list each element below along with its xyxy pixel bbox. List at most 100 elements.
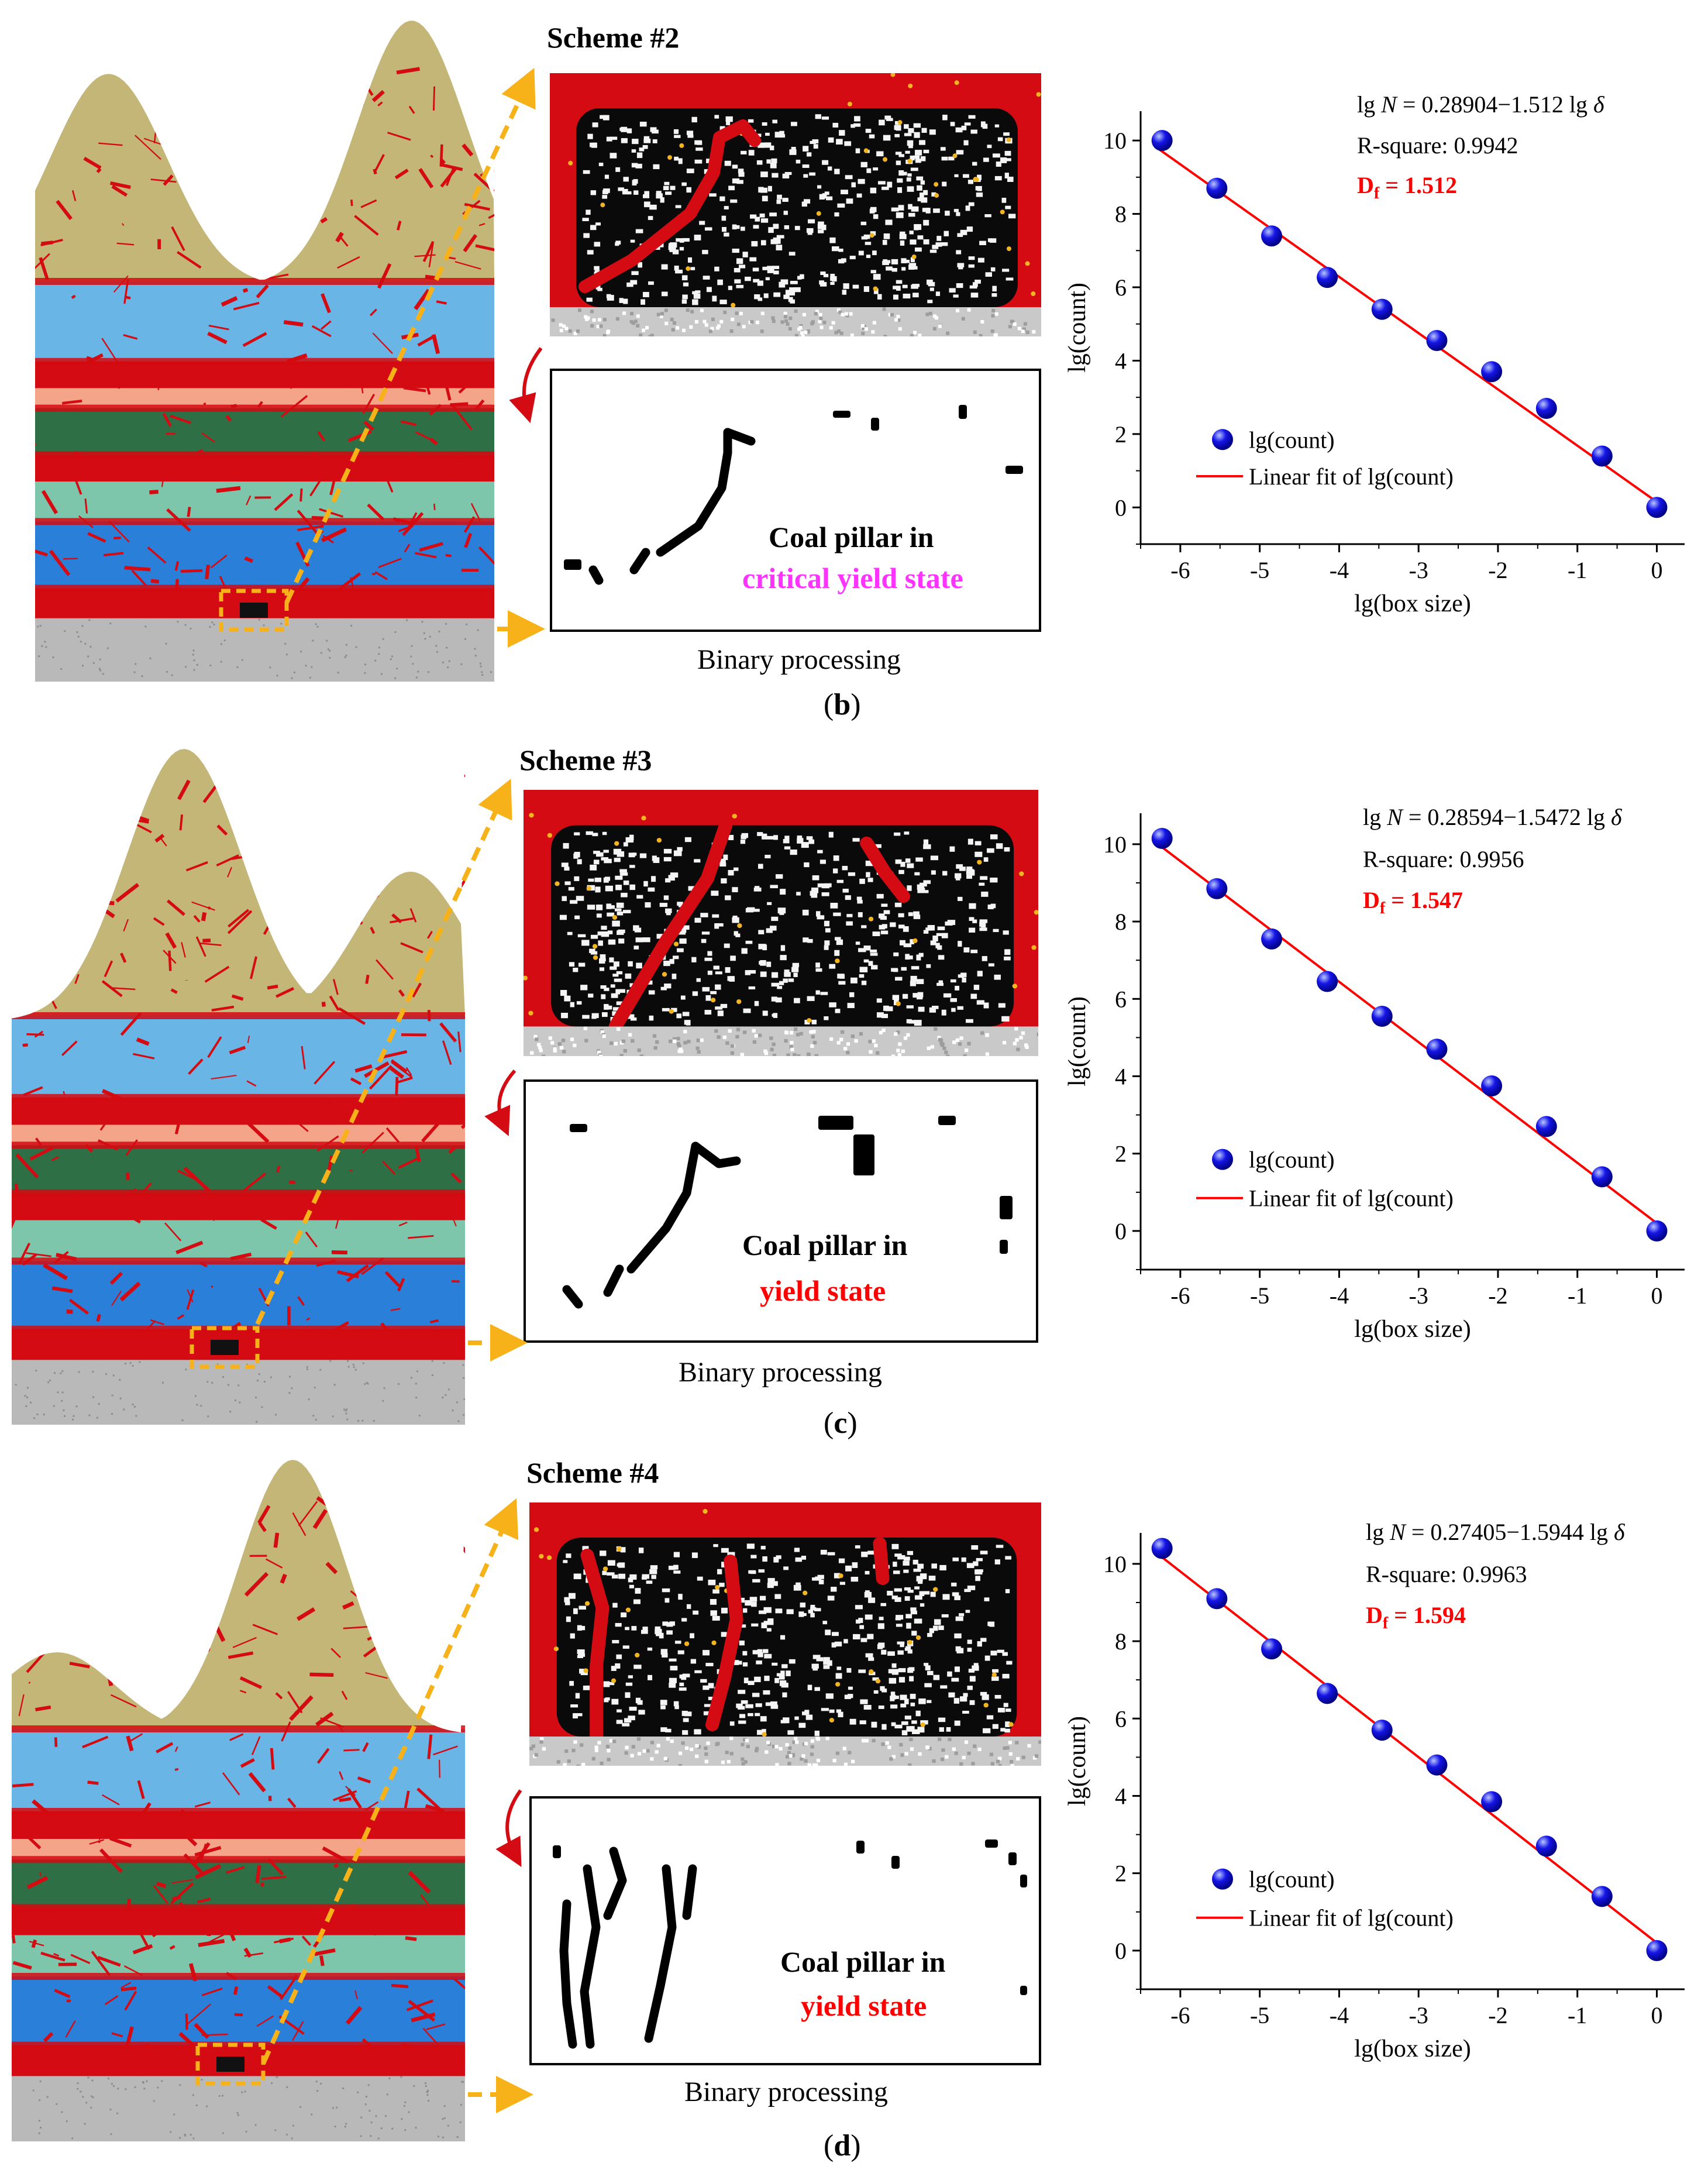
coal-particle (914, 872, 920, 876)
floor-grain (784, 319, 788, 323)
coal-particle (977, 174, 982, 180)
floor-grain (991, 314, 995, 318)
binary-caption: Binary processing (679, 1357, 882, 1388)
crack (15, 1153, 39, 1179)
coal-particle (918, 953, 924, 957)
coal-particle (970, 950, 978, 954)
coal-particle (576, 1001, 582, 1005)
coal-particle (631, 163, 638, 168)
floor-grain (742, 1030, 747, 1034)
crack (396, 67, 420, 75)
coal-particle (893, 1562, 897, 1567)
coal-particle (815, 114, 821, 119)
coal-particle (893, 952, 899, 957)
coal-particle (914, 1020, 922, 1026)
coal-particle (676, 1013, 682, 1019)
floor-grain (606, 331, 610, 335)
coal-particle (772, 173, 779, 178)
data-point (1591, 1886, 1613, 1907)
floor-grain (106, 647, 109, 649)
coal-particle (734, 268, 741, 273)
floor-grain (404, 2129, 407, 2131)
coal-particle (855, 1605, 863, 1610)
floor-grain (77, 635, 80, 638)
floor-grain (839, 1037, 843, 1041)
pillar-state-line1: Coal pillar in (780, 1945, 946, 1978)
coal-particle (887, 1651, 895, 1656)
crack (211, 1075, 237, 1080)
crack (98, 142, 123, 146)
floor-grain (479, 662, 481, 665)
crack (63, 558, 78, 560)
coal-particle (955, 127, 963, 133)
crack (120, 953, 127, 963)
coal-particle (662, 1008, 670, 1012)
coal-particle (692, 299, 698, 305)
binary-fragment (1000, 1196, 1013, 1219)
crack-belt (35, 404, 494, 412)
coal-particle (877, 294, 882, 300)
floor-grain (1032, 330, 1036, 334)
pillar-state-line2: critical yield state (742, 562, 963, 594)
floor-grain (428, 2100, 430, 2102)
floor-grain (280, 623, 283, 625)
floor-grain (837, 329, 841, 333)
coal-particle (838, 259, 845, 264)
coal-particle (973, 985, 980, 990)
coal-particle (764, 1653, 772, 1659)
binary-crack (656, 428, 732, 557)
floor-grain (571, 1748, 576, 1752)
binary-crack (588, 565, 604, 585)
floor-grain (629, 319, 633, 324)
coal-particle (764, 1676, 770, 1682)
floor-grain (443, 2105, 446, 2107)
coal-particle (625, 837, 634, 843)
coal-particle (600, 954, 606, 959)
legend-marker (1212, 1868, 1233, 1890)
coal-particle (750, 214, 757, 219)
floor-grain (729, 1737, 734, 1741)
floor-grain (874, 1043, 878, 1047)
coal-particle (602, 195, 608, 199)
contact-point (915, 1635, 921, 1640)
x-tick-label: 0 (1651, 2002, 1662, 2028)
coal-particle (602, 115, 609, 121)
coal-particle (801, 842, 809, 848)
coal-particle (729, 1721, 735, 1726)
coal-particle (771, 916, 779, 921)
crack (43, 1263, 68, 1280)
floor-grain (1038, 1740, 1041, 1744)
floor-grain (378, 653, 380, 655)
rock-stratum (35, 482, 494, 522)
floor-grain (650, 1741, 655, 1745)
coal-particle (922, 1591, 930, 1595)
crack (265, 374, 281, 383)
x-tick-label: 0 (1651, 557, 1662, 583)
coal-particle (893, 286, 900, 290)
coal-particle (872, 931, 880, 937)
coal-particle (669, 959, 674, 964)
coal-particle (797, 835, 803, 840)
coal-particle (655, 1629, 662, 1635)
coal-particle (678, 931, 686, 935)
floor-grain (576, 329, 580, 333)
floor-grain (656, 1744, 660, 1748)
coal-particle (703, 276, 710, 280)
binary-fragment (1005, 466, 1023, 474)
coal-particle (609, 153, 617, 159)
coal-particle (811, 1663, 819, 1669)
floor-grain (404, 2101, 407, 2103)
coal-particle (626, 128, 632, 133)
coal-particle (732, 917, 739, 923)
crack (201, 912, 207, 921)
floor-grain (192, 649, 195, 652)
crack (216, 486, 241, 493)
floor-grain (607, 1749, 611, 1753)
coal-particle (776, 245, 783, 250)
data-point (1591, 1166, 1613, 1188)
contact-point (553, 1646, 559, 1652)
coal-particle (660, 197, 664, 203)
crack (201, 1988, 223, 1996)
coal-particle (910, 939, 914, 944)
coal-particle (906, 1622, 911, 1629)
